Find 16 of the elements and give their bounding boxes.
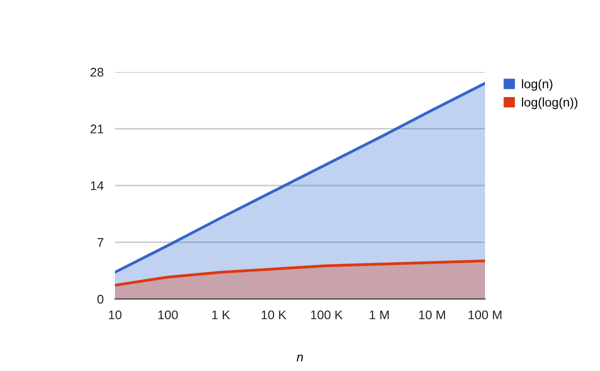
y-tick-label: 28 bbox=[90, 68, 104, 77]
x-tick-label: 100 bbox=[158, 310, 178, 320]
x-tick-label: 10 K bbox=[262, 310, 286, 320]
x-tick-label: 10 bbox=[109, 310, 122, 320]
legend-label: log(log(n)) bbox=[522, 97, 578, 110]
x-tick-label: 100 M bbox=[468, 310, 502, 320]
y-tick-label: 0 bbox=[97, 294, 104, 304]
x-tick-label: 10 M bbox=[419, 310, 446, 320]
x-tick-label: 100 K bbox=[311, 310, 343, 320]
x-tick-label: 1 K bbox=[212, 310, 230, 320]
x-tick-label: 1 M bbox=[370, 310, 389, 320]
y-tick-label: 21 bbox=[90, 124, 104, 134]
y-tick-label: 14 bbox=[90, 181, 104, 190]
y-tick-label: 7 bbox=[98, 238, 104, 247]
x-axis-title: n bbox=[296, 354, 303, 362]
legend-label: log(n) bbox=[522, 79, 552, 91]
